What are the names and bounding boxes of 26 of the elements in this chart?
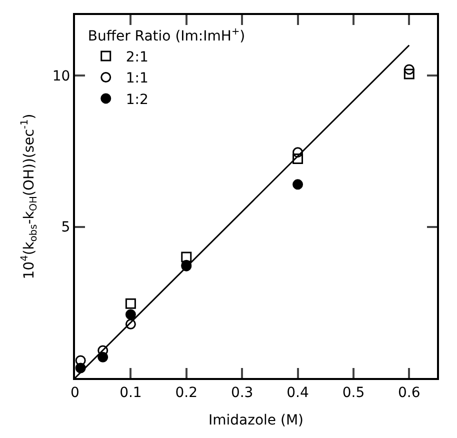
x-tick-label: 0.6 xyxy=(398,384,420,401)
x-tick-label: 0.3 xyxy=(230,384,254,401)
x-tick-label: 0.4 xyxy=(286,384,309,401)
point xyxy=(404,64,414,75)
x-tick-label: 0 xyxy=(70,384,80,401)
legend-label: 2:1 xyxy=(126,50,148,66)
legend-label: 1:2 xyxy=(126,92,148,108)
point xyxy=(125,298,136,309)
x-tick-label: 0.5 xyxy=(342,384,365,401)
point xyxy=(75,362,86,374)
point xyxy=(404,68,414,80)
x-tick-label: 0.1 xyxy=(120,384,142,401)
x-tick-label: 0.2 xyxy=(175,384,198,401)
point xyxy=(125,318,136,330)
legend-title: Buffer Ratio (Im:ImH$^{+}$) xyxy=(88,26,246,44)
y-tick-label: 10 xyxy=(52,68,70,84)
x-axis-title: Imidazole (M) xyxy=(208,412,304,429)
point xyxy=(181,252,192,262)
point xyxy=(292,147,304,158)
point xyxy=(292,153,304,164)
point xyxy=(98,352,108,362)
y-tick-label: 5 xyxy=(61,220,70,236)
legend-label: 1:1 xyxy=(126,70,148,87)
point xyxy=(292,179,304,190)
point xyxy=(75,355,86,366)
point xyxy=(125,309,136,320)
